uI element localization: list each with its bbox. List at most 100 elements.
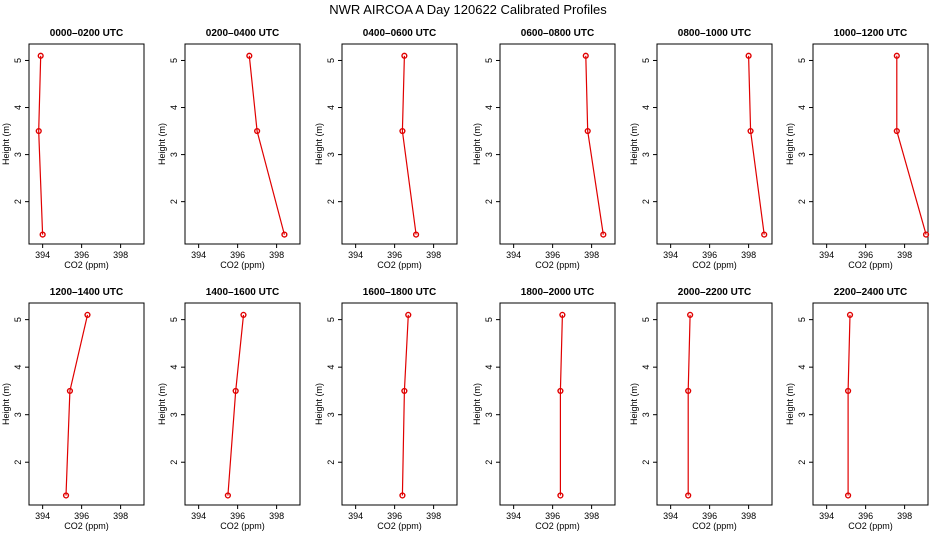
profile-point	[600, 231, 607, 238]
profile-point	[62, 492, 70, 499]
y-tick-label: 4	[797, 365, 807, 370]
x-axis-label: CO2 (ppm)	[692, 521, 737, 531]
panel-5: 1000–1200 UTC 394 396 398 2 3 4 5 CO2 (ppm) Heigh…	[785, 28, 930, 270]
panel-title: 1600–1800 UTC	[363, 287, 436, 298]
profile-line	[585, 55, 604, 235]
y-axis-label: Height (m)	[785, 123, 795, 165]
y-tick-label: 4	[169, 365, 179, 370]
profile-point	[399, 492, 406, 499]
profile-point	[557, 387, 564, 395]
panel-2: 0400–0600 UTC 394 396 398 2 3 4 5 CO2 (ppm) Heigh…	[314, 28, 458, 270]
y-tick-label: 4	[326, 105, 336, 110]
y-tick-label: 5	[169, 58, 179, 63]
profile-line	[687, 314, 691, 496]
panel-title: 1400–1600 UTC	[206, 287, 279, 298]
x-axis-label: CO2 (ppm)	[377, 260, 422, 270]
profile-point	[559, 311, 566, 318]
y-tick-label: 3	[797, 152, 807, 157]
x-tick-label: 396	[702, 511, 717, 521]
y-axis-label: Height (m)	[1, 123, 11, 165]
profile-point	[557, 492, 564, 499]
x-axis-label: CO2 (ppm)	[64, 260, 109, 270]
x-tick-label: 394	[663, 511, 678, 521]
panel-10: 2000–2200 UTC 394 396 398 2 3 4 5 CO2 (ppm) Heigh…	[629, 287, 773, 531]
y-tick-label: 3	[169, 152, 179, 157]
y-tick-label: 4	[326, 365, 336, 370]
profile-point	[584, 127, 591, 135]
panel-0: 0000–0200 UTC 394 396 398 2 3 4 5 CO2 (ppm) Heigh…	[1, 28, 145, 270]
y-axis-label: Height (m)	[629, 383, 639, 425]
profile-point	[401, 52, 408, 59]
profile-point	[685, 492, 692, 499]
figure-title: NWR AIRCOA A Day 120622 Calibrated Profi…	[329, 2, 607, 17]
profile-point	[224, 492, 231, 499]
y-tick-label: 4	[13, 365, 23, 370]
y-tick-label: 3	[484, 412, 494, 417]
x-tick-label: 398	[269, 250, 284, 260]
plot-frame	[184, 302, 301, 506]
profile-point	[240, 311, 247, 318]
profile-point	[893, 52, 900, 59]
y-tick-label: 2	[641, 460, 651, 465]
y-tick-label: 2	[484, 199, 494, 204]
y-tick-label: 5	[641, 58, 651, 63]
panel-7: 1400–1600 UTC 394 396 398 2 3 4 5 CO2 (ppm) Heigh…	[157, 287, 301, 531]
y-tick-label: 5	[797, 317, 807, 322]
y-tick-label: 3	[326, 412, 336, 417]
profile-line	[401, 55, 417, 235]
profile-line	[559, 314, 563, 496]
x-tick-label: 398	[113, 511, 128, 521]
profile-point	[745, 52, 752, 59]
profile-point	[281, 231, 288, 238]
y-tick-label: 4	[484, 365, 494, 370]
x-axis-label: CO2 (ppm)	[377, 521, 422, 531]
y-tick-label: 5	[13, 317, 23, 322]
profile-point	[893, 127, 900, 135]
x-tick-label: 398	[897, 511, 912, 521]
y-tick-label: 5	[484, 58, 494, 63]
x-tick-label: 396	[858, 511, 873, 521]
profile-point	[401, 387, 408, 395]
panel-title: 1000–1200 UTC	[834, 28, 907, 39]
x-tick-label: 396	[74, 511, 89, 521]
y-tick-label: 4	[797, 105, 807, 110]
profile-point	[844, 492, 852, 499]
x-tick-label: 398	[897, 250, 912, 260]
y-tick-label: 2	[169, 199, 179, 204]
profile-point	[412, 231, 420, 238]
plot-frame	[341, 43, 458, 245]
profile-line	[896, 55, 927, 235]
plot-frame	[499, 43, 616, 245]
y-tick-label: 2	[641, 199, 651, 204]
panel-8: 1600–1800 UTC 394 396 398 2 3 4 5 CO2 (ppm) Heigh…	[314, 287, 458, 531]
x-tick-label: 398	[426, 511, 441, 521]
x-tick-label: 396	[387, 511, 402, 521]
panel-11: 2200–2400 UTC 394 396 398 2 3 4 5 CO2 (ppm) Heigh…	[785, 287, 929, 531]
panel-6: 1200–1400 UTC 394 396 398 2 3 4 5 CO2 (ppm) Heigh…	[1, 287, 145, 531]
y-tick-label: 2	[326, 460, 336, 465]
y-tick-label: 2	[484, 460, 494, 465]
x-tick-label: 394	[348, 250, 363, 260]
plot-frame	[656, 43, 773, 245]
panel-1: 0200–0400 UTC 394 396 398 2 3 4 5 CO2 (ppm) Heigh…	[157, 28, 301, 270]
x-tick-label: 398	[113, 250, 128, 260]
profile-point	[761, 231, 768, 238]
y-axis-label: Height (m)	[472, 383, 482, 425]
panel-9: 1800–2000 UTC 394 396 398 2 3 4 5 CO2 (ppm) Heigh…	[472, 287, 616, 531]
panel-title: 0400–0600 UTC	[363, 28, 436, 39]
profile-point	[582, 52, 589, 59]
profile-point	[844, 387, 852, 395]
y-tick-label: 5	[326, 58, 336, 63]
y-axis-label: Height (m)	[1, 383, 11, 425]
panel-3: 0600–0800 UTC 394 396 398 2 3 4 5 CO2 (ppm) Heigh…	[472, 28, 616, 270]
x-tick-label: 396	[230, 250, 245, 260]
profile-line	[38, 55, 44, 235]
x-tick-label: 394	[819, 511, 834, 521]
profile-point	[405, 311, 412, 318]
panel-title: 2200–2400 UTC	[834, 287, 907, 298]
x-tick-label: 398	[741, 250, 756, 260]
y-axis-label: Height (m)	[314, 383, 324, 425]
x-axis-label: CO2 (ppm)	[64, 521, 109, 531]
profile-point	[84, 311, 91, 318]
